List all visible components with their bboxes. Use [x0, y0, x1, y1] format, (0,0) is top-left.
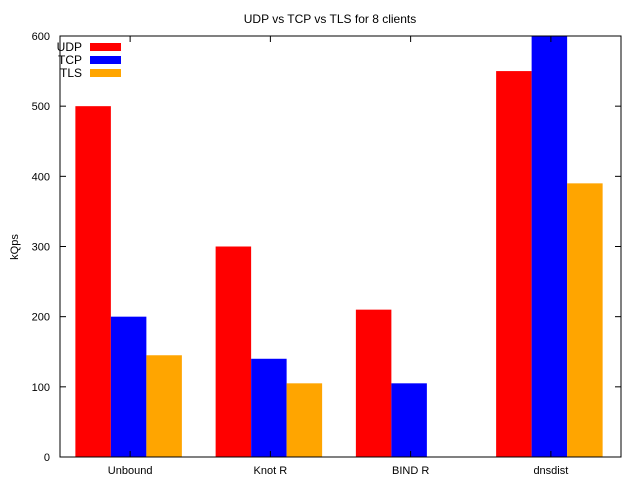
bar-tcp-1 [251, 358, 287, 457]
legend-swatch-tcp [90, 56, 121, 64]
bars-layer [75, 36, 603, 458]
y-tick-label: 300 [32, 242, 50, 254]
bar-tls-0 [146, 355, 182, 457]
bar-tcp-2 [391, 383, 427, 457]
legend-swatch-udp [90, 43, 121, 51]
bar-tcp-0 [110, 316, 147, 457]
legend-label-tcp: TCP [58, 53, 82, 67]
x-tick-label: BIND R [392, 465, 429, 477]
ticks-layer: 0 100 200 300 400 500 600 Unbound Knot R BIND R dn… [32, 31, 621, 477]
y-tick-label: 600 [32, 31, 50, 43]
bar-udp-1 [215, 246, 252, 457]
bar-tls-3 [567, 183, 603, 457]
x-tick-label: dnsdist [533, 465, 568, 477]
y-tick-label: 100 [32, 382, 50, 394]
bar-udp-0 [75, 106, 111, 458]
chart-title: UDP vs TCP vs TLS for 8 clients [244, 12, 417, 26]
bar-tls-1 [286, 383, 323, 457]
bar-tcp-3 [531, 36, 568, 457]
legend-label-tls: TLS [60, 66, 82, 80]
y-axis-label: kQps [9, 234, 21, 260]
bar-udp-3 [496, 71, 532, 457]
x-tick-label: Unbound [108, 465, 153, 477]
bar-udp-2 [355, 309, 392, 457]
y-tick-label: 200 [32, 312, 50, 324]
y-tick-label: 400 [32, 171, 50, 183]
y-tick-label: 500 [32, 101, 50, 113]
legend-swatch-tls [90, 69, 121, 77]
legend-label-udp: UDP [57, 40, 82, 54]
y-tick-label: 0 [44, 452, 50, 464]
x-tick-label: Knot R [254, 465, 288, 477]
plot-frame [59, 35, 622, 458]
